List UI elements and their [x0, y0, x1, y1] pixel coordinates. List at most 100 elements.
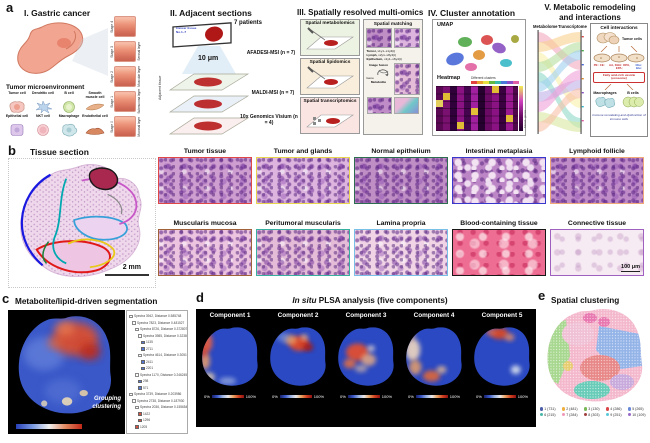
tree-item: Spectra 2036, Distance 0.155654: [128, 404, 187, 411]
sankey-diagram: [537, 30, 584, 134]
epithelial-cell-icon: [10, 124, 24, 136]
component-label: Component 5: [481, 312, 523, 319]
he-tile-image: [158, 157, 252, 204]
component-map: [406, 327, 462, 386]
scale-gradient: [279, 394, 312, 399]
matching-title: Spatial matching: [373, 21, 413, 27]
spatial-clustering-map: [547, 308, 643, 402]
tree-item: 1205: [128, 424, 186, 431]
tissue-scale-label: 2 mm: [122, 264, 141, 271]
plsa-component: Component 1 0% 100%: [196, 309, 264, 427]
tree-item: 1422: [128, 411, 186, 418]
msi-sprayer-icon: [306, 66, 354, 89]
component-scale: 0% 100%: [203, 394, 256, 399]
he-tile: Tumor and glands: [256, 146, 350, 218]
tree-node-icon: [135, 373, 139, 377]
heatmap-side-label: Metab. genes: [523, 109, 527, 128]
cell-type-item: B cell: [56, 91, 82, 114]
stage-label: Stage 1: [110, 95, 114, 108]
segmentation-image: Grouping clustering: [8, 310, 125, 434]
cancer-slide-graphic: [172, 22, 232, 48]
legend-item: 9 (251): [606, 413, 628, 417]
patients-count: 7 patients: [234, 20, 263, 26]
omics-box-label: Spatial lipidomics: [309, 60, 351, 65]
section-stack-graphic: [168, 73, 250, 135]
omics-box-label: Spatial metabolomics: [305, 21, 355, 26]
component-map: [202, 327, 258, 386]
he-tile: Peritumoral muscularis: [256, 218, 350, 290]
section-2-title: II. Adjacent sections: [170, 8, 252, 18]
matching-he-image: [394, 27, 420, 48]
legend-swatch: [540, 412, 544, 417]
stage-row: Stage 4: [110, 14, 141, 39]
b-cell-icon: [63, 101, 75, 113]
heatmap-colorbar: [519, 86, 523, 131]
component-scale: 0% 100%: [271, 394, 324, 399]
legend-item: 10 (109): [628, 413, 650, 417]
cluster-legend: 1 (731) 2 (481) 3 (130) 4 (286) 5 (265) …: [540, 407, 650, 417]
micro-scale-label: 100 μm: [621, 264, 640, 272]
he-tile-image: [354, 157, 448, 204]
arrows-split-icon: [604, 84, 634, 91]
metabolite-change: PE↑ CE↑: [593, 63, 606, 67]
layer-label: Muscular layer: [137, 66, 141, 87]
tree-item: 571: [128, 385, 186, 392]
tree-item: 2711: [128, 346, 186, 353]
matching-image-row: [366, 27, 421, 48]
cluster-swatch: [138, 412, 142, 416]
layer-label: Mucosal layer: [137, 116, 141, 137]
cluster-swatch: [141, 340, 145, 344]
matching-bottom-row: [366, 96, 421, 114]
plsa-component: Component 2 0% 100%: [264, 309, 332, 427]
section-5-title: V. Metabolic remodeling and interactions: [530, 3, 650, 22]
omics-box-label: Spatial transcriptomics: [303, 99, 357, 104]
tissue-section-svg: [20, 164, 142, 277]
image-fusion-block: Image fusion Gene Metabolite: [366, 63, 392, 95]
macrophages-label: Macrophages: [593, 91, 617, 96]
cluster-swatch: [135, 425, 139, 429]
heatmap-label: Heatmap: [437, 75, 461, 81]
tissue-section-title: Tissue section: [30, 147, 89, 157]
tissue-section-image: 2 mm: [8, 158, 156, 288]
stomach-illustration: [17, 22, 108, 76]
cell-type-item: Macrophage: [56, 114, 82, 137]
cluster-color-strip: [471, 81, 519, 84]
spatial-metabolomics-box: Spatial metabolomics: [300, 19, 360, 56]
he-tile-label: Tumor tissue: [183, 148, 227, 155]
component-scale: 0% 100%: [407, 394, 460, 399]
legend-swatch: [584, 407, 588, 411]
plsa-component: Component 4 0% 100%: [400, 309, 468, 427]
tree-item: Spectra 1170, Distance 0.246245: [128, 372, 187, 379]
matching-he-image: [393, 63, 420, 96]
stage-label: Stage 2: [110, 70, 114, 83]
component-label: Component 1: [209, 312, 251, 319]
cluster-swatch: [141, 360, 145, 364]
stage-label: Stage 3: [110, 45, 114, 58]
macrophages-block: Macrophages: [593, 91, 617, 113]
b-cells-label: B cells: [627, 91, 639, 96]
method-maldi: MALDI-MSI (n = 7): [251, 90, 295, 96]
component-map: [270, 327, 326, 386]
immune-cells-row: Macrophages B cells: [593, 91, 645, 113]
component-scale: 0% 100%: [339, 394, 392, 399]
metabolite-change: Cho↑ Glu↑: [635, 63, 643, 71]
tree-node-icon: [138, 353, 142, 357]
legend-swatch: [584, 412, 588, 417]
tumor-cells-row: Tumor cells: [596, 32, 642, 45]
cell-type-label: Epithelial cell: [5, 114, 29, 118]
stage-image: [114, 91, 136, 112]
heatmap-cell: [471, 108, 478, 115]
he-tile-image: [354, 229, 448, 276]
cluster-swatch: [138, 418, 142, 422]
section-3-title: III. Spatially resolved multi-omics: [297, 8, 424, 17]
he-tile-image: [256, 229, 350, 276]
stage-row: Stage 0 Mucosal layer: [110, 114, 141, 139]
cell-type-label: Endothelial cell: [82, 114, 108, 118]
cell-type-label: Macrophage: [58, 114, 80, 118]
spatial-transcriptomics-box: Spatial transcriptomics: [300, 97, 360, 134]
cell-type-label: B cell: [64, 91, 74, 95]
stage-row: Stage 2 Muscular layer: [110, 64, 141, 89]
he-tile-image: [452, 229, 546, 276]
tumor-cells-icon: [596, 32, 620, 45]
tree-item: 298: [128, 378, 186, 385]
